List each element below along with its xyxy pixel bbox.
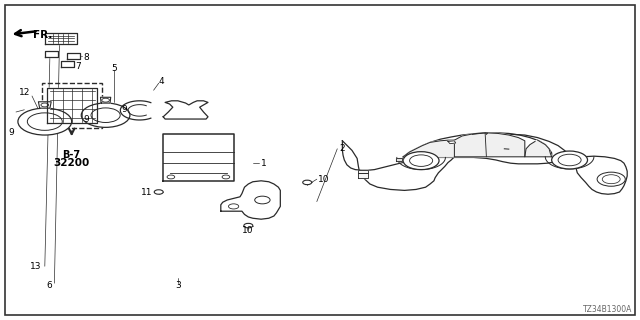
- Circle shape: [28, 113, 62, 130]
- Circle shape: [81, 103, 130, 127]
- Circle shape: [91, 108, 120, 123]
- Circle shape: [154, 190, 163, 194]
- Circle shape: [552, 151, 588, 169]
- Text: 12: 12: [19, 88, 30, 97]
- Polygon shape: [221, 181, 280, 219]
- Circle shape: [167, 175, 175, 179]
- Text: 32200: 32200: [54, 158, 90, 168]
- Circle shape: [102, 98, 109, 102]
- Polygon shape: [61, 61, 74, 67]
- Text: TZ34B1300A: TZ34B1300A: [583, 305, 632, 314]
- Polygon shape: [454, 133, 525, 157]
- Polygon shape: [525, 140, 552, 157]
- Text: B-7: B-7: [63, 150, 81, 160]
- Polygon shape: [38, 102, 51, 108]
- Circle shape: [597, 172, 625, 186]
- Circle shape: [41, 103, 49, 107]
- Polygon shape: [342, 134, 627, 194]
- Circle shape: [255, 196, 270, 204]
- Text: 9: 9: [122, 105, 127, 114]
- Circle shape: [403, 152, 439, 170]
- Text: 5: 5: [111, 64, 116, 73]
- Polygon shape: [163, 101, 208, 119]
- Text: 13: 13: [30, 262, 42, 271]
- Polygon shape: [47, 88, 97, 123]
- Polygon shape: [358, 173, 368, 178]
- Text: 9: 9: [83, 116, 89, 124]
- Polygon shape: [67, 53, 80, 59]
- Text: 2: 2: [339, 144, 345, 153]
- Text: 7: 7: [76, 62, 81, 71]
- Text: 10: 10: [242, 226, 253, 235]
- Polygon shape: [358, 170, 368, 173]
- Text: 9: 9: [8, 128, 14, 137]
- Circle shape: [228, 204, 239, 209]
- Polygon shape: [45, 51, 58, 57]
- Circle shape: [18, 108, 72, 135]
- Text: 10: 10: [318, 175, 330, 184]
- Text: 1: 1: [261, 159, 267, 168]
- Text: 6: 6: [47, 281, 52, 290]
- Circle shape: [244, 223, 253, 228]
- Text: 11: 11: [141, 188, 152, 197]
- Text: 8: 8: [83, 53, 89, 62]
- Circle shape: [303, 180, 312, 185]
- Text: 4: 4: [159, 77, 164, 86]
- Text: FR.: FR.: [33, 29, 52, 40]
- Polygon shape: [100, 97, 111, 103]
- Polygon shape: [396, 158, 402, 161]
- Polygon shape: [163, 134, 234, 181]
- Circle shape: [558, 154, 581, 166]
- Circle shape: [222, 175, 230, 179]
- Text: 3: 3: [175, 281, 180, 290]
- Polygon shape: [403, 140, 454, 157]
- Circle shape: [410, 155, 433, 166]
- Circle shape: [602, 175, 620, 184]
- Polygon shape: [45, 33, 77, 44]
- Polygon shape: [448, 141, 456, 144]
